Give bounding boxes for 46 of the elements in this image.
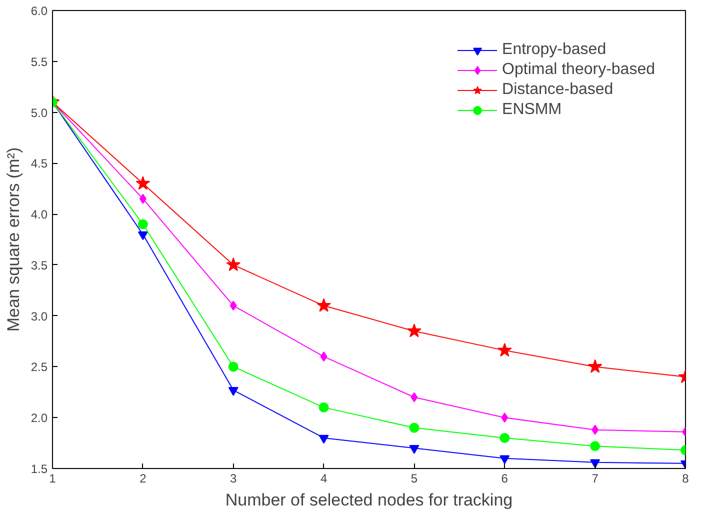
point: [136, 176, 150, 190]
legend-label: Optimal theory-based: [502, 61, 655, 79]
legend-label: Distance-based: [502, 81, 614, 99]
point: [320, 352, 328, 362]
y-tick-label: 4.0: [30, 208, 48, 222]
x-tick-label: 4: [320, 472, 328, 486]
point: [407, 324, 422, 338]
point: [228, 362, 238, 372]
point: [500, 455, 510, 464]
y-tick-label: 2.5: [30, 360, 48, 374]
y-axis-title: Mean square errors (m²): [4, 147, 23, 332]
y-tick-label: 6.0: [30, 4, 48, 18]
point: [497, 342, 512, 357]
point: [590, 441, 600, 452]
x-tick-label: 6: [501, 472, 508, 486]
point: [409, 445, 420, 454]
x-tick-label: 8: [682, 472, 690, 486]
legend-label: Entropy-based: [502, 41, 606, 59]
point: [318, 402, 329, 412]
point: [409, 422, 420, 433]
x-axis-title: Number of selected nodes for tracking: [225, 490, 513, 510]
y-tick-label: 5.0: [30, 106, 48, 120]
point: [318, 434, 329, 444]
point: [228, 387, 238, 396]
y-tick-label: 3.0: [30, 309, 48, 324]
x-tick-label: 5: [410, 472, 418, 486]
point: [588, 359, 602, 373]
point: [500, 432, 510, 443]
x-tick-label: 7: [592, 472, 599, 486]
point: [138, 219, 148, 230]
point: [226, 257, 241, 272]
x-tick-label: 2: [140, 472, 147, 486]
point: [316, 298, 331, 312]
y-tick-label: 1.5: [30, 462, 48, 476]
point: [501, 412, 508, 423]
point: [592, 424, 599, 435]
y-tick-label: 2.0: [30, 411, 48, 426]
y-tick-label: 5.5: [30, 54, 48, 69]
point: [230, 300, 237, 311]
point: [139, 194, 146, 204]
y-tick-label: 3.5: [30, 258, 48, 272]
x-tick-label: 1: [49, 472, 56, 486]
x-tick-label: 3: [230, 472, 238, 486]
point: [410, 392, 418, 402]
y-tick-label: 4.5: [30, 156, 48, 171]
legend-label: ENSMM: [502, 101, 562, 119]
